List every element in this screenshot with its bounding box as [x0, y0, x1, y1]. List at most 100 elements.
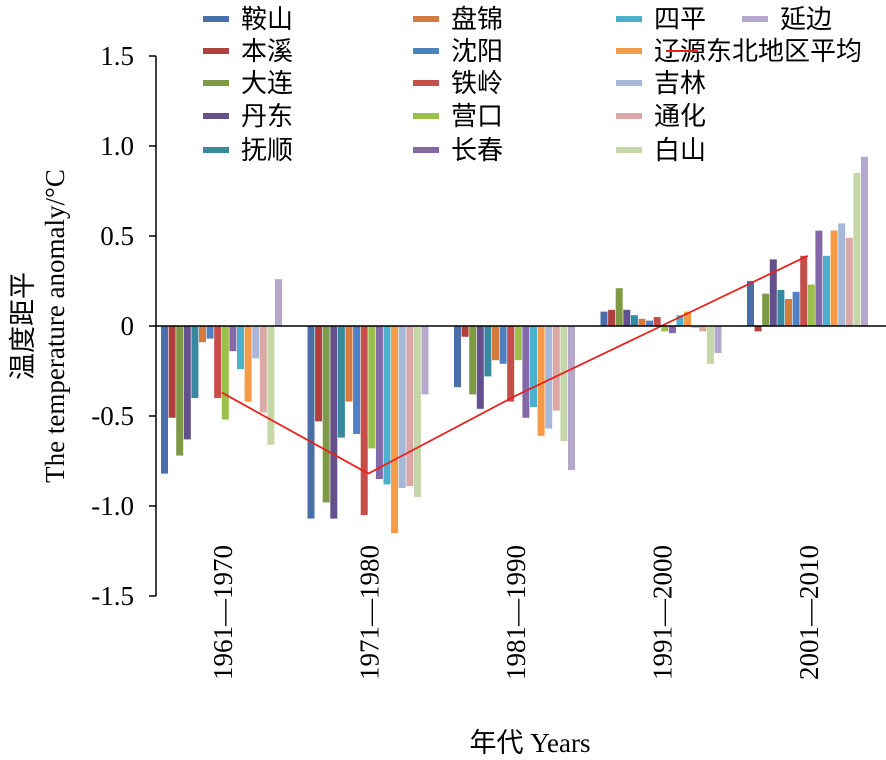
bar-盘锦-1961—1970	[199, 326, 206, 343]
bar-本溪-1991—2000	[608, 309, 616, 326]
legend-label: 四平	[654, 5, 706, 34]
y-axis-title-cn: 温度距平	[8, 272, 38, 380]
x-tick-label: 1991—2000	[647, 545, 677, 680]
bar-长春-2001—2010	[815, 230, 823, 326]
bar-通化-1971—1980	[406, 326, 414, 487]
bar-营口-1971—1980	[368, 326, 376, 449]
legend-label: 营口	[451, 102, 503, 131]
bar-大连-1971—1980	[322, 326, 330, 503]
bar-辽源-1971—1980	[391, 326, 399, 533]
bars-group	[161, 156, 868, 533]
bar-本溪-1971—1980	[315, 326, 323, 422]
legend-label: 丹东	[241, 102, 293, 131]
bar-大连-1981—1990	[469, 326, 477, 395]
bar-沈阳-2001—2010	[792, 291, 800, 326]
legend-label: 铁岭	[451, 69, 503, 98]
bar-丹东-2001—2010	[769, 259, 777, 326]
legend-label: 抚顺	[241, 136, 293, 165]
bar-白山-1971—1980	[413, 326, 421, 497]
bar-延边-1961—1970	[275, 279, 282, 326]
y-tick-label: -1.0	[91, 491, 134, 521]
bar-吉林-1961—1970	[252, 326, 260, 359]
bar-营口-1961—1970	[221, 326, 229, 420]
bar-四平-2001—2010	[823, 255, 830, 326]
bar-长春-1981—1990	[522, 326, 530, 418]
bar-营口-1991—2000	[661, 326, 669, 332]
axes-group: 1.5 1.0 0.5 0 -0.5 -1.0 -1.5 1961—1970 1971—1980…	[91, 41, 886, 680]
bar-大连-1961—1970	[176, 326, 184, 456]
bar-盘锦-1981—1990	[492, 326, 499, 361]
legend-label: 通化	[654, 102, 706, 131]
bar-延边-1971—1980	[421, 326, 429, 395]
bar-丹东-1971—1980	[330, 326, 338, 519]
bar-沈阳-1971—1980	[353, 326, 361, 434]
bar-四平-1961—1970	[237, 326, 244, 370]
legend-label: 沈阳	[451, 37, 503, 66]
bar-大连-1991—2000	[615, 288, 623, 326]
bar-吉林-1991—2000	[691, 326, 699, 328]
legend-label: 鞍山	[241, 5, 293, 34]
legend-label: 大连	[241, 69, 293, 98]
bar-丹东-1991—2000	[623, 309, 631, 326]
average-trend-line	[221, 254, 809, 475]
bar-四平-1981—1990	[530, 326, 537, 407]
y-tick-label: -0.5	[91, 401, 134, 431]
x-tick-label: 1961—1970	[208, 545, 238, 680]
bar-长春-1971—1980	[375, 326, 383, 479]
bar-白山-1981—1990	[560, 326, 568, 442]
bar-抚顺-1971—1980	[337, 326, 345, 438]
bar-沈阳-1961—1970	[206, 326, 214, 339]
bar-延边-2001—2010	[861, 156, 868, 326]
bar-本溪-1981—1990	[461, 326, 469, 337]
average-line-group	[221, 254, 809, 475]
bar-吉林-2001—2010	[838, 223, 846, 326]
bar-抚顺-1981—1990	[484, 326, 492, 377]
y-tick-label: 0	[121, 311, 135, 341]
bar-大连-2001—2010	[762, 293, 770, 326]
bar-盘锦-2001—2010	[785, 299, 792, 326]
bar-丹东-1961—1970	[183, 326, 191, 440]
bar-鞍山-1991—2000	[600, 311, 608, 326]
bar-营口-2001—2010	[807, 284, 815, 326]
legend-label-average: 东北地区平均	[706, 37, 862, 66]
bar-盘锦-1991—2000	[638, 318, 646, 326]
bar-铁岭-1971—1980	[360, 326, 368, 515]
y-axis-title-en: The temperature anomaly/°C	[40, 169, 70, 483]
bar-抚顺-1991—2000	[630, 315, 638, 326]
bar-沈阳-1991—2000	[646, 320, 654, 326]
y-tick-label: -1.5	[91, 581, 134, 611]
bar-铁岭-1981—1990	[507, 326, 515, 402]
bar-白山-1991—2000	[706, 326, 714, 364]
x-tick-label: 1971—1980	[354, 545, 384, 680]
x-tick-label: 2001—2010	[794, 545, 824, 680]
legend-label: 吉林	[654, 69, 706, 98]
bar-铁岭-1991—2000	[653, 317, 661, 326]
bar-吉林-1971—1980	[398, 326, 406, 488]
legend-label: 盘锦	[451, 5, 503, 34]
x-axis-title: 年代 Years	[469, 728, 590, 758]
bar-丹东-1981—1990	[476, 326, 484, 409]
bar-鞍山-1981—1990	[454, 326, 461, 388]
bar-沈阳-1981—1990	[499, 326, 507, 364]
bar-鞍山-1961—1970	[161, 326, 168, 474]
bar-辽源-1981—1990	[537, 326, 545, 436]
bar-盘锦-1971—1980	[345, 326, 353, 402]
bar-抚顺-2001—2010	[777, 290, 785, 326]
bar-辽源-2001—2010	[830, 230, 838, 326]
bar-本溪-2001—2010	[754, 326, 762, 332]
bar-延边-1991—2000	[714, 326, 722, 353]
bar-四平-1971—1980	[383, 326, 391, 485]
bar-本溪-1961—1970	[168, 326, 176, 418]
legend-label: 延边	[780, 5, 832, 34]
bar-通化-1961—1970	[259, 326, 267, 413]
bar-长春-1961—1970	[229, 326, 237, 352]
bar-通化-2001—2010	[845, 237, 853, 326]
x-tick-label: 1981—1990	[501, 545, 531, 680]
bar-长春-1991—2000	[668, 326, 676, 334]
bar-辽源-1961—1970	[244, 326, 252, 402]
legend-label: 本溪	[241, 37, 293, 66]
y-tick-label: 1.0	[100, 131, 134, 161]
bar-营口-1981—1990	[514, 326, 522, 361]
bar-鞍山-1971—1980	[307, 326, 315, 519]
